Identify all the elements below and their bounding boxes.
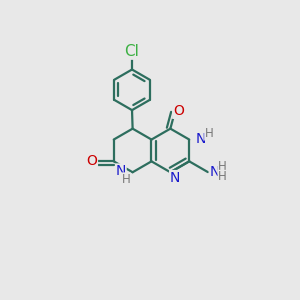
Text: N: N bbox=[170, 171, 180, 184]
Text: Cl: Cl bbox=[124, 44, 140, 59]
Text: O: O bbox=[86, 154, 98, 168]
Text: H: H bbox=[122, 172, 130, 186]
Text: H: H bbox=[205, 127, 214, 140]
Text: N: N bbox=[196, 132, 206, 146]
Text: N: N bbox=[209, 165, 220, 179]
Text: N: N bbox=[116, 164, 126, 178]
Text: H: H bbox=[218, 160, 226, 173]
Text: H: H bbox=[218, 170, 226, 183]
Text: O: O bbox=[173, 104, 184, 118]
